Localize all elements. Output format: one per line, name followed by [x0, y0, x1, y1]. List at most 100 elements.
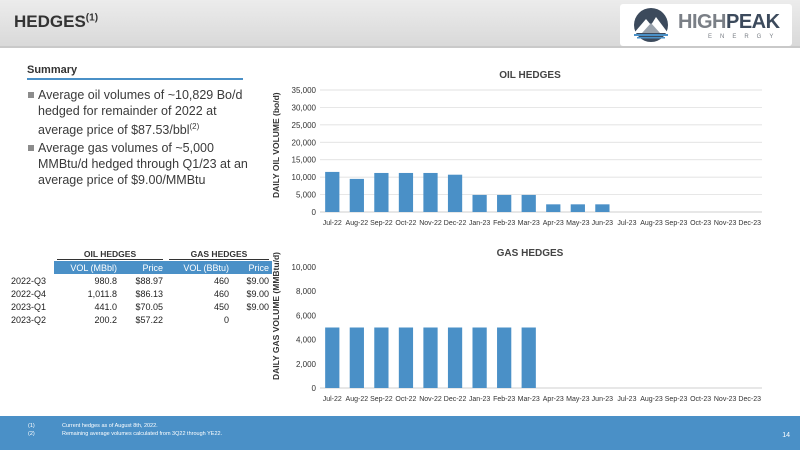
- x-tick-label: Feb-23: [493, 396, 515, 403]
- bar-Feb-23: [497, 194, 512, 212]
- table-row: 2022-Q4 1,011.8 $86.13 460 $9.00: [11, 288, 269, 299]
- mountain-logo-icon: [634, 8, 668, 42]
- x-tick-label: Oct-22: [395, 220, 416, 227]
- logo-wordmark: HIGHPEAK: [678, 11, 780, 33]
- summary-bullet-oil: Average oil volumes of ~10,829 Bo/d hedg…: [28, 87, 248, 138]
- x-tick-label: Jun-23: [592, 220, 614, 227]
- x-tick-label: Nov-23: [714, 396, 737, 403]
- bar-Mar-23: [521, 194, 536, 212]
- y-tick-label: 35,000: [292, 86, 317, 95]
- bar-Mar-23: [521, 327, 536, 388]
- bar-Sep-22: [374, 327, 389, 388]
- col-oil-vol: VOL (MBbl): [54, 261, 120, 274]
- bar-Oct-22: [398, 172, 414, 212]
- logo-subtitle: ENERGY: [708, 34, 782, 40]
- bullet-square-icon: [28, 92, 34, 98]
- y-tick-label: 8,000: [296, 287, 317, 296]
- bar-Apr-23: [546, 204, 561, 212]
- bar-Aug-22: [349, 327, 364, 388]
- col-gas-vol: VOL (BBtu): [166, 261, 232, 274]
- y-tick-label: 25,000: [292, 121, 317, 130]
- y-tick-label: 0: [312, 208, 317, 217]
- x-tick-label: May-23: [566, 220, 589, 227]
- y-tick-label: 0: [312, 384, 317, 393]
- bar-Nov-22: [423, 327, 438, 388]
- x-tick-label: Aug-23: [640, 396, 663, 403]
- x-tick-label: Nov-22: [419, 396, 442, 403]
- x-tick-label: Jul-23: [617, 220, 636, 227]
- y-tick-label: 2,000: [296, 360, 317, 369]
- oil-hedges-group-header: OIL HEDGES: [57, 249, 163, 260]
- y-tick-label: 4,000: [296, 336, 317, 345]
- x-tick-label: Jul-22: [323, 220, 342, 227]
- table-row: 2022-Q3 980.8 $88.97 460 $9.00: [11, 275, 269, 286]
- y-tick-label: 20,000: [292, 138, 317, 147]
- x-tick-label: Apr-23: [543, 220, 564, 227]
- table-row: 2023-Q2 200.2 $57.22 0: [11, 314, 229, 325]
- company-logo: HIGHPEAK ENERGY: [620, 4, 792, 46]
- x-tick-label: Mar-23: [518, 220, 540, 227]
- oil-chart-title: OIL HEDGES: [499, 70, 561, 81]
- x-tick-label: Aug-22: [346, 220, 369, 227]
- col-oil-price: Price: [120, 261, 166, 274]
- x-tick-label: Apr-23: [543, 396, 564, 403]
- x-tick-label: Sep-22: [370, 220, 393, 227]
- x-tick-label: Dec-23: [738, 220, 761, 227]
- y-tick-label: 6,000: [296, 311, 317, 320]
- y-tick-label: 30,000: [292, 103, 317, 112]
- summary-heading: Summary: [27, 64, 78, 76]
- summary-divider: [27, 78, 243, 80]
- footer-bar: (1) Current hedges as of August 8th, 202…: [0, 416, 800, 450]
- bar-Oct-22: [398, 327, 414, 388]
- bar-Dec-22: [447, 174, 463, 212]
- x-tick-label: Oct-23: [690, 396, 711, 403]
- x-tick-label: Jan-23: [469, 220, 491, 227]
- x-tick-label: Dec-23: [738, 396, 761, 403]
- x-tick-label: Feb-23: [493, 220, 515, 227]
- bar-Dec-22: [447, 327, 463, 388]
- x-tick-label: Nov-23: [714, 220, 737, 227]
- y-tick-label: 5,000: [296, 191, 317, 200]
- page-number: 14: [782, 432, 790, 439]
- gas-chart-title: GAS HEDGES: [496, 248, 564, 259]
- bullet-square-icon: [28, 145, 34, 151]
- col-gas-price: Price: [232, 261, 272, 274]
- x-tick-label: Dec-22: [444, 396, 467, 403]
- table-header-row: VOL (MBbl) Price VOL (BBtu) Price: [8, 261, 272, 274]
- table-row: 2023-Q1 441.0 $70.05 450 $9.00: [11, 301, 269, 312]
- y-tick-label: 15,000: [292, 156, 317, 165]
- page-title: HEDGES(1): [14, 12, 99, 31]
- x-tick-label: May-23: [566, 396, 589, 403]
- bar-Jul-22: [325, 171, 340, 212]
- gas-hedges-group-header: GAS HEDGES: [169, 249, 269, 260]
- bar-Aug-22: [349, 178, 364, 212]
- y-tick-label: 10,000: [292, 263, 317, 272]
- x-tick-label: Sep-22: [370, 396, 393, 403]
- x-tick-label: Jun-23: [592, 396, 614, 403]
- x-tick-label: Oct-23: [690, 220, 711, 227]
- bar-Nov-22: [423, 172, 438, 212]
- bar-Jan-23: [472, 327, 487, 388]
- bar-Jul-22: [325, 327, 340, 388]
- oil-hedges-chart: 0 5,000 10,000 15,000 20,000 25,000 30,000 35,0…: [292, 86, 762, 227]
- bar-Jan-23: [472, 194, 487, 212]
- hedges-table: OIL HEDGES GAS HEDGES VOL (MBbl) Price V…: [8, 248, 272, 326]
- bar-Feb-23: [497, 327, 512, 388]
- summary-bullet-gas: Average gas volumes of ~5,000 MMBtu/d he…: [28, 140, 248, 188]
- y-tick-label: 10,000: [292, 173, 317, 182]
- bar-May-23: [570, 204, 585, 212]
- x-tick-label: Aug-22: [346, 396, 369, 403]
- x-tick-label: Nov-22: [419, 220, 442, 227]
- x-tick-label: Jul-23: [617, 396, 636, 403]
- bar-Jun-23: [595, 204, 610, 212]
- x-tick-label: Oct-22: [395, 396, 416, 403]
- x-tick-label: Dec-22: [444, 220, 467, 227]
- x-tick-label: Jan-23: [469, 396, 491, 403]
- x-tick-label: Aug-23: [640, 220, 663, 227]
- gas-hedges-chart: 0 2,000 4,000 6,000 8,000 10,000 Jul-22 Aug-22 S…: [292, 263, 762, 403]
- x-tick-label: Mar-23: [518, 396, 540, 403]
- bar-Sep-22: [374, 172, 389, 212]
- header-bar: HEDGES(1) HIGHPEAK ENERGY: [0, 0, 800, 48]
- x-tick-label: Sep-23: [665, 220, 688, 227]
- x-tick-label: Jul-22: [323, 396, 342, 403]
